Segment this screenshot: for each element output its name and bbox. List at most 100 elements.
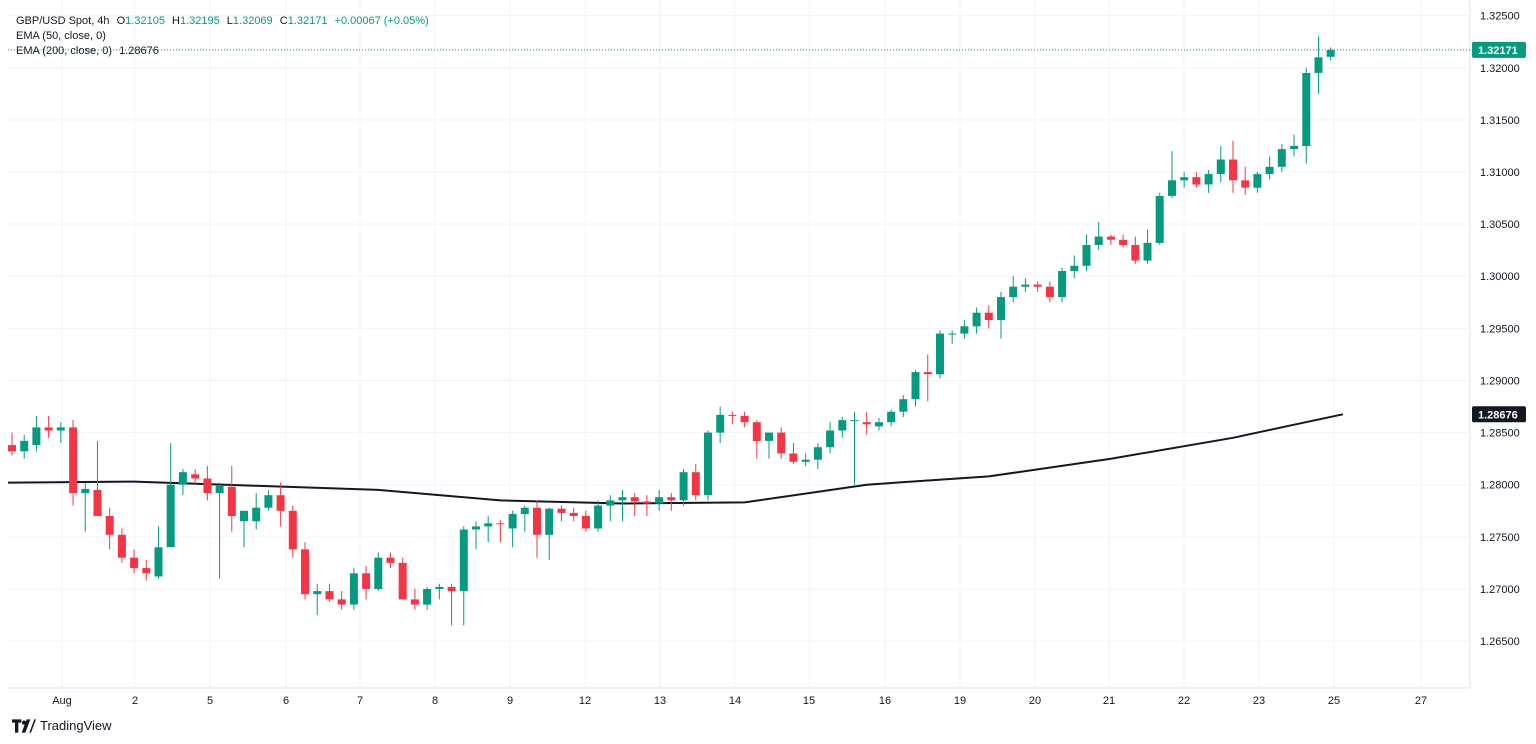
candle xyxy=(1277,143,1286,172)
chart-grid xyxy=(8,0,1470,688)
candle xyxy=(410,588,419,610)
candle-body xyxy=(20,440,29,452)
ema50-label: EMA (50, close, 0) xyxy=(16,30,106,42)
candle xyxy=(581,510,590,532)
x-tick-label: 7 xyxy=(357,695,363,707)
candle-body xyxy=(1021,284,1030,287)
candle xyxy=(215,482,224,579)
candle xyxy=(1314,36,1323,94)
candle-body xyxy=(374,557,383,589)
candle-body xyxy=(691,472,700,496)
candle-body xyxy=(386,557,395,563)
candle-body xyxy=(533,507,541,535)
candle-body xyxy=(679,472,688,501)
candle xyxy=(1253,172,1262,193)
candle-body xyxy=(44,427,53,431)
candle xyxy=(545,507,554,560)
candle-body xyxy=(191,474,200,479)
candle xyxy=(887,409,896,427)
candle xyxy=(569,507,578,522)
candle xyxy=(1180,172,1189,188)
tradingview-brand[interactable]: TradingView xyxy=(12,718,112,733)
candle xyxy=(850,411,859,485)
candle-body xyxy=(8,445,16,452)
ema200-row[interactable]: EMA (200, close, 0) 1.28676 xyxy=(16,44,429,59)
candle-body xyxy=(1241,180,1250,188)
candle-body xyxy=(997,297,1005,320)
x-tick-label: 9 xyxy=(507,695,513,707)
candle-body xyxy=(813,447,822,460)
candle xyxy=(606,495,615,522)
candle xyxy=(227,465,236,532)
candle xyxy=(276,482,285,527)
candle xyxy=(679,469,688,506)
candle xyxy=(740,411,749,428)
candle-body xyxy=(1155,196,1164,243)
candle-body xyxy=(1229,159,1237,181)
candle xyxy=(1216,145,1225,183)
candle xyxy=(874,418,883,431)
candle xyxy=(374,552,383,592)
candles-layer xyxy=(8,36,1335,626)
candle-body xyxy=(56,427,65,431)
candle-body xyxy=(777,432,786,454)
candle xyxy=(1021,278,1030,292)
candle xyxy=(789,443,798,464)
candle xyxy=(459,526,468,626)
candle xyxy=(252,493,261,530)
candle-body xyxy=(154,547,163,577)
candle xyxy=(1082,234,1091,272)
candle xyxy=(69,420,78,506)
candle xyxy=(618,489,627,522)
x-tick-label: 13 xyxy=(654,695,666,707)
candle xyxy=(667,493,676,511)
candle-body xyxy=(337,599,346,605)
y-tick-label: 1.32500 xyxy=(1480,11,1520,23)
candle-body xyxy=(520,507,529,514)
low-value: 1.32069 xyxy=(232,15,273,27)
brand-name: TradingView xyxy=(40,718,112,733)
candle xyxy=(435,583,444,600)
candle xyxy=(862,411,871,435)
close-label: C xyxy=(279,15,288,27)
candle xyxy=(533,500,541,558)
candle xyxy=(1155,192,1164,245)
last-price-badge-bg xyxy=(1472,41,1526,58)
candle xyxy=(423,586,432,610)
candle xyxy=(1168,151,1176,199)
ema50-row[interactable]: EMA (50, close, 0) xyxy=(16,29,429,44)
chart-legend: GBP/USD Spot, 4h O1.32105 H1.32195 L1.32… xyxy=(16,14,429,59)
candle xyxy=(997,291,1005,339)
candle xyxy=(1094,222,1103,251)
candle xyxy=(1265,156,1274,180)
ema200-value: 1.28676 xyxy=(119,45,159,57)
candle xyxy=(1045,281,1054,303)
candle-body xyxy=(484,523,493,527)
candle xyxy=(1229,140,1237,193)
candle xyxy=(142,559,151,581)
candle-body xyxy=(630,497,639,502)
y-tick-label: 1.32000 xyxy=(1480,63,1520,75)
symbol-label: GBP/USD Spot, 4h xyxy=(16,15,110,27)
price-badges: 1.32171 1.28676 xyxy=(1472,41,1526,423)
x-tick-label: 16 xyxy=(879,695,891,707)
x-tick-label: 6 xyxy=(283,695,289,707)
candle xyxy=(948,330,957,344)
y-tick-label: 1.28500 xyxy=(1480,428,1520,440)
y-tick-label: 1.30000 xyxy=(1480,271,1520,283)
candle xyxy=(972,307,981,334)
candle-body xyxy=(923,372,932,375)
candle-body xyxy=(1131,245,1140,261)
candle-body xyxy=(765,432,773,441)
candle-body xyxy=(423,589,432,605)
candle-body xyxy=(301,549,309,595)
candle xyxy=(1033,281,1042,292)
candle xyxy=(288,505,297,558)
candle-body xyxy=(459,529,468,592)
open-value: 1.32105 xyxy=(125,15,165,27)
candle-body xyxy=(740,415,749,423)
x-tick-label: 27 xyxy=(1415,695,1427,707)
x-tick-label: Aug xyxy=(52,695,72,707)
candle-body xyxy=(826,430,835,448)
